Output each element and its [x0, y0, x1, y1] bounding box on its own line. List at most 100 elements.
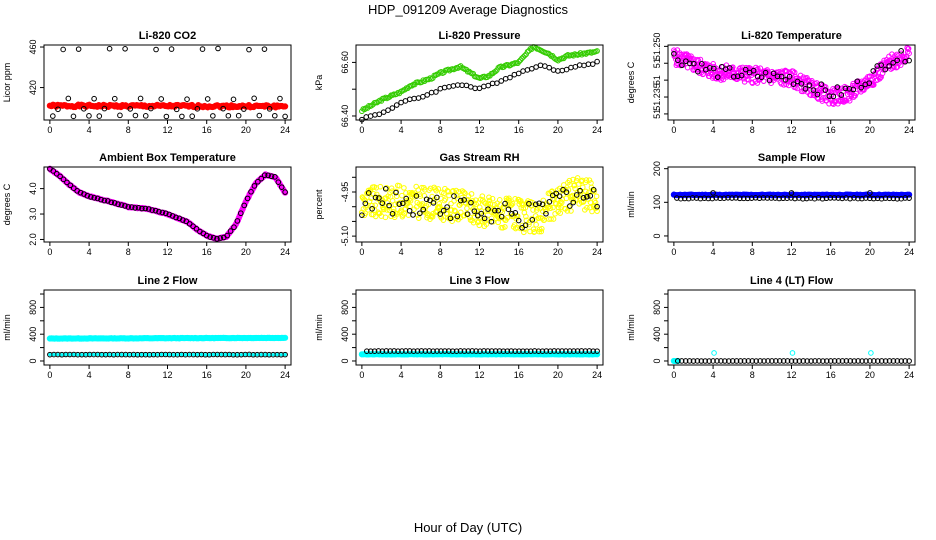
data-point-main [448, 207, 455, 213]
data-point-ref-fill [72, 352, 76, 357]
data-point-ref [835, 195, 842, 201]
data-point-ref [752, 195, 759, 201]
data-point-ref [744, 195, 751, 202]
panel-ylabel: ml/min [626, 314, 636, 341]
y-tick-label: 4.0 [28, 182, 38, 195]
data-point-ref [142, 351, 149, 358]
data-point-ref [674, 195, 680, 201]
data-point-ref-fill [175, 353, 180, 357]
data-point-ref [594, 58, 600, 65]
data-point-ref [246, 351, 253, 358]
data-point-ref [376, 195, 382, 201]
data-point-ref [682, 358, 689, 364]
data-point-ref [363, 114, 370, 120]
data-point-main [486, 194, 492, 201]
data-point-ref [808, 358, 814, 364]
x-tick-label: 8 [438, 370, 443, 380]
data-point-ref [835, 358, 842, 364]
data-point-ref [363, 348, 370, 354]
data-point-ref [168, 46, 175, 52]
data-point-main [496, 197, 503, 203]
x-tick-label: 8 [750, 125, 755, 135]
data-point-ref [406, 207, 413, 214]
data-point-main [402, 205, 409, 212]
data-point-ref [803, 195, 810, 202]
data-point-ref-fill [279, 353, 283, 357]
data-point-ref [369, 205, 375, 212]
data-point-ref [266, 351, 272, 358]
data-point-ref [531, 348, 538, 354]
data-point-main [580, 198, 587, 204]
data-point-ref [485, 348, 491, 354]
data-point-ref [67, 351, 73, 358]
x-tick-label: 4 [711, 247, 716, 257]
data-point-ref [906, 358, 912, 364]
x-tick-label: 20 [241, 370, 251, 380]
data-point-ref [512, 210, 519, 216]
data-point-ref [761, 358, 767, 364]
data-point-ref [796, 358, 803, 364]
data-point-ref [70, 113, 77, 120]
x-tick-label: 12 [162, 370, 172, 380]
data-point-ref [248, 188, 254, 195]
data-point-ref [379, 200, 386, 206]
data-point-ref [406, 348, 413, 354]
data-point-main [509, 201, 516, 207]
data-point-ref [788, 190, 795, 196]
data-point-ref [87, 194, 94, 200]
data-point-ref [450, 83, 457, 89]
data-point-ref [241, 202, 248, 209]
data-point-ref-fill [195, 353, 200, 357]
x-tick-label: 8 [750, 370, 755, 380]
data-point-ref [53, 170, 60, 177]
data-point-ref [898, 195, 905, 202]
data-point-ref [207, 234, 213, 240]
data-point-ref [485, 82, 492, 89]
panel-ylabel: ml/min [626, 191, 636, 218]
data-point-ref [494, 80, 500, 86]
data-point-ref [686, 358, 693, 364]
data-point-ref [224, 232, 230, 239]
data-point-ref [818, 81, 825, 88]
data-point-ref [886, 358, 893, 364]
x-tick-label: 24 [280, 247, 290, 257]
data-point-ref [807, 195, 814, 201]
data-point-ref [94, 195, 101, 202]
data-point-ref [798, 80, 805, 87]
data-point-ref-fill [104, 353, 108, 357]
data-point-ref [806, 82, 813, 88]
data-point-ref [227, 228, 234, 234]
data-point-ref-fill [124, 353, 128, 357]
y-tick-label: 0 [340, 358, 350, 363]
data-point-ref [498, 213, 505, 220]
data-point-ref [246, 46, 252, 53]
data-point-ref [851, 195, 857, 201]
x-tick-label: 16 [202, 370, 212, 380]
data-point-ref [226, 351, 233, 358]
x-tick-label: 16 [514, 370, 524, 380]
data-point-ref [477, 348, 483, 354]
data-point-ref [769, 358, 775, 364]
data-point-ref [406, 96, 413, 103]
data-point-ref [802, 86, 809, 92]
y-tick-label: 0 [28, 358, 38, 363]
data-point-ref [906, 195, 912, 201]
data-point-ref [159, 209, 166, 216]
x-tick-label: 0 [359, 125, 364, 135]
data-point-ref-fill [263, 352, 267, 357]
data-point-ref [362, 200, 369, 207]
data-point-ref-fill [108, 352, 112, 357]
data-point-ref [524, 348, 530, 354]
data-point-ref [792, 195, 798, 202]
data-point-main [282, 103, 289, 110]
data-point-main [483, 221, 490, 227]
data-point-main [870, 82, 877, 88]
data-point-ref [748, 195, 755, 201]
data-point-main [893, 64, 900, 71]
data-point-ref [737, 358, 744, 364]
x-tick-label: 0 [359, 370, 364, 380]
data-point-ref [132, 205, 138, 211]
data-point-ref [278, 351, 284, 358]
series-group [671, 45, 912, 107]
data-point-ref [142, 113, 149, 119]
